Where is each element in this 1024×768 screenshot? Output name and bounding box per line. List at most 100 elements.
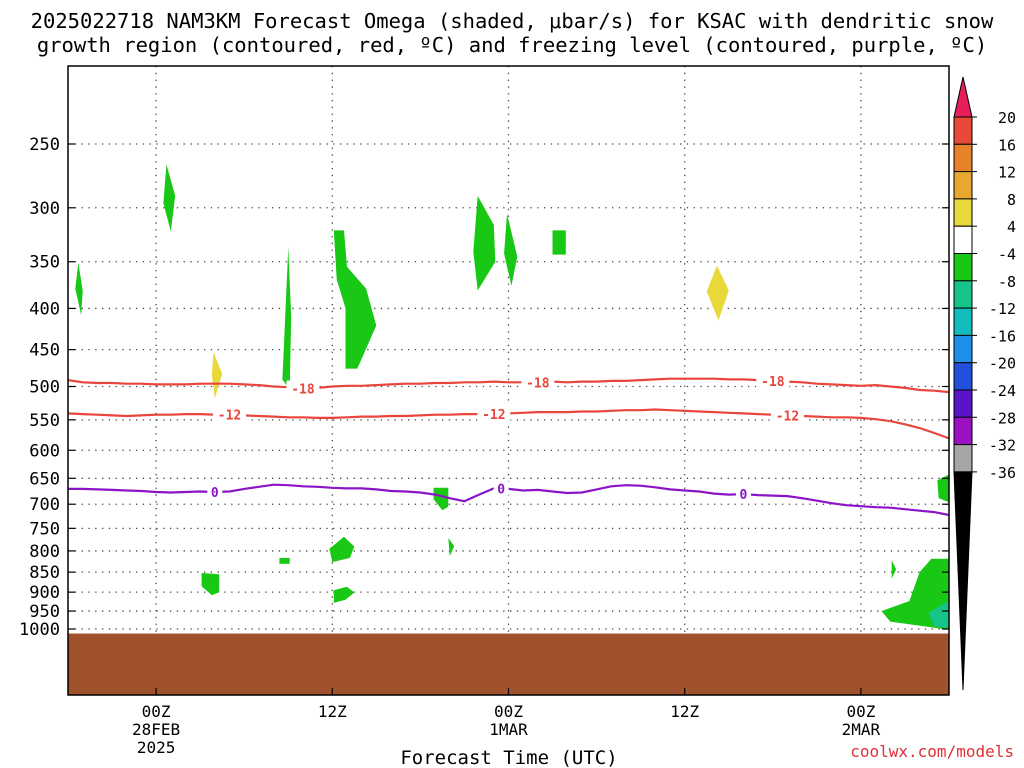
omega-shaded-region	[473, 195, 496, 291]
colorbar-segment	[953, 171, 973, 200]
colorbar-segment	[953, 225, 973, 254]
colorbar-segment	[953, 416, 973, 446]
x-tick-label: 2MAR	[842, 720, 881, 739]
chart-title-line2: growth region (contoured, red, ºC) and f…	[37, 33, 987, 57]
omega-shaded-region	[433, 487, 449, 511]
x-tick-label: 00Z	[142, 702, 171, 721]
omega-shaded-region	[706, 265, 729, 321]
omega-shaded-region	[448, 538, 455, 557]
omega-shaded-region	[891, 560, 897, 579]
y-tick-label: 250	[29, 135, 60, 155]
omega-shaded-region	[75, 262, 83, 316]
y-tick-label: 650	[29, 469, 60, 489]
y-tick-label: 950	[29, 602, 60, 622]
colorbar-tick-label: 8	[1007, 191, 1016, 209]
contour-label: 0	[497, 483, 505, 498]
watermark: coolwx.com/models	[850, 742, 1014, 761]
colorbar-segment	[953, 307, 973, 336]
y-tick-label: 800	[29, 542, 60, 562]
colorbar-segment	[953, 143, 973, 173]
contour-label-bg	[756, 372, 790, 388]
colorbar-tick-label: -28	[989, 409, 1016, 427]
plot-area: -18 -18 -18 -12 -12 -12 0 0 0	[67, 65, 950, 696]
contour-label: -18	[526, 376, 550, 391]
y-tick-label: 700	[29, 495, 60, 515]
y-tick-label: 450	[29, 341, 60, 361]
colorbar-segment	[953, 198, 973, 227]
contour-label: -18	[291, 383, 315, 398]
omega-shaded-region	[552, 230, 566, 255]
colorbar-tick-label: -20	[989, 355, 1016, 373]
colorbar-tick-label: -12	[989, 300, 1016, 318]
contour-label-bg	[477, 406, 511, 422]
y-tick-label: 500	[29, 378, 60, 398]
y-tick-label: 550	[29, 411, 60, 431]
colorbar-tick-label: -16	[989, 327, 1016, 345]
y-tick-label: 400	[29, 299, 60, 319]
x-tick-label: 1MAR	[489, 720, 528, 739]
colorbar-arrow-bottom	[953, 471, 973, 691]
contour-label: -12	[776, 409, 799, 424]
contour-label: -12	[218, 409, 241, 424]
colorbar-segment	[953, 334, 973, 364]
x-tick-label: 28FEB	[132, 720, 180, 739]
omega-shaded-region	[333, 230, 377, 369]
colorbar-tick-label: -4	[998, 246, 1016, 264]
omega-shaded-region	[279, 557, 290, 564]
omega-shaded-region	[211, 352, 223, 399]
omega-shading	[75, 164, 949, 630]
x-tick-label: 12Z	[318, 702, 347, 721]
y-tick-label: 900	[29, 583, 60, 603]
y-axis-ticks: 2503003504004505005506006507007508008509…	[19, 135, 949, 640]
contour-label: 0	[211, 486, 219, 501]
colorbar: 20 16 12 8 4 -4 -8 -12 -16 -20 -24 -28 -32 -36	[953, 76, 1016, 691]
colorbar-segment	[953, 444, 973, 473]
omega-shaded-region	[333, 586, 355, 603]
colorbar-tick-label: -8	[998, 273, 1016, 291]
colorbar-tick-label: 12	[998, 164, 1016, 182]
colorbar-tick-label: -36	[989, 464, 1016, 482]
terrain-fill	[68, 633, 949, 695]
omega-shaded-region	[928, 600, 949, 629]
y-tick-label: 300	[29, 199, 60, 219]
omega-shaded-region	[937, 474, 949, 503]
contours: -18 -18 -18 -12 -12 -12 0 0 0	[67, 372, 950, 517]
x-tick-label: 00Z	[846, 702, 875, 721]
colorbar-arrow-top	[953, 76, 973, 118]
contour-label-bg	[735, 486, 751, 502]
x-tick-label: 00Z	[494, 702, 523, 721]
contour-label-bg	[213, 406, 247, 422]
y-tick-label: 750	[29, 519, 60, 539]
colorbar-tick-label: -32	[989, 437, 1016, 455]
omega-shaded-region	[201, 573, 220, 596]
contour-label-bg	[207, 484, 223, 500]
grid-lines	[68, 66, 949, 695]
y-tick-label: 850	[29, 563, 60, 583]
omega-shaded-region	[329, 536, 355, 563]
y-tick-label: 1000	[19, 620, 60, 640]
x-axis-title: Forecast Time (UTC)	[400, 747, 617, 768]
colorbar-segment	[953, 362, 973, 391]
colorbar-segment	[953, 280, 973, 309]
contour-label: 0	[740, 488, 748, 503]
x-tick-label: 2025	[137, 738, 176, 757]
colorbar-tick-label: 20	[998, 109, 1016, 127]
colorbar-segment	[953, 253, 973, 282]
chart-title-line1: 2025022718 NAM3KM Forecast Omega (shaded…	[31, 9, 994, 33]
colorbar-segment	[953, 389, 973, 418]
contour-label-bg	[493, 480, 509, 496]
contour-label: -18	[761, 375, 785, 390]
contour-label-bg	[521, 374, 555, 390]
omega-shaded-region	[163, 164, 176, 232]
contour-label-bg	[286, 380, 320, 396]
contour-label: -12	[482, 408, 505, 423]
omega-shaded-region	[282, 247, 292, 390]
colorbar-tick-label: -24	[989, 382, 1016, 400]
colorbar-tick-label: 4	[1007, 218, 1016, 236]
colorbar-segment	[953, 116, 973, 145]
y-tick-label: 600	[29, 441, 60, 461]
x-tick-label: 12Z	[670, 702, 699, 721]
contour-label-bg	[770, 407, 804, 423]
